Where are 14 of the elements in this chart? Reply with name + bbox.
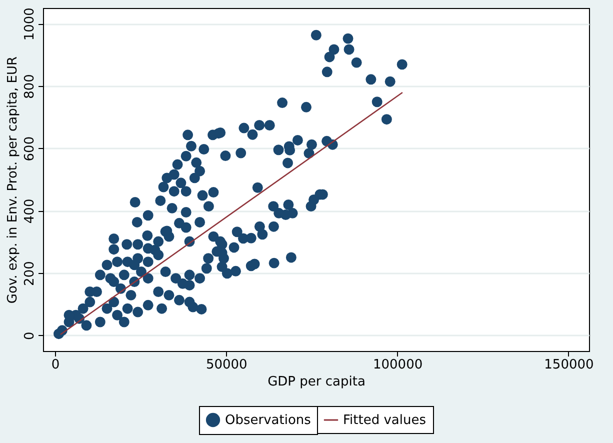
y-tick-label: 200 <box>22 261 38 286</box>
x-tick-label: 100000 <box>372 358 423 372</box>
y-axis-title: Gov. exp. in Env. Prot. per capita, EUR <box>6 56 20 304</box>
x-tick-label: 50000 <box>206 358 248 372</box>
y-tick-label: 0 <box>22 332 38 340</box>
y-tick-label: 600 <box>22 136 38 162</box>
legend-label: Observations <box>225 413 312 428</box>
y-tick-label: 800 <box>22 74 38 99</box>
legend-label: Fitted values <box>343 413 426 428</box>
x-tick-label: 150000 <box>544 358 594 372</box>
y-tick-label: 1000 <box>22 8 38 41</box>
x-tick-label: 0 <box>51 358 60 372</box>
y-tick-label: 400 <box>22 198 38 224</box>
x-axis-title: GDP per capita <box>268 374 366 390</box>
